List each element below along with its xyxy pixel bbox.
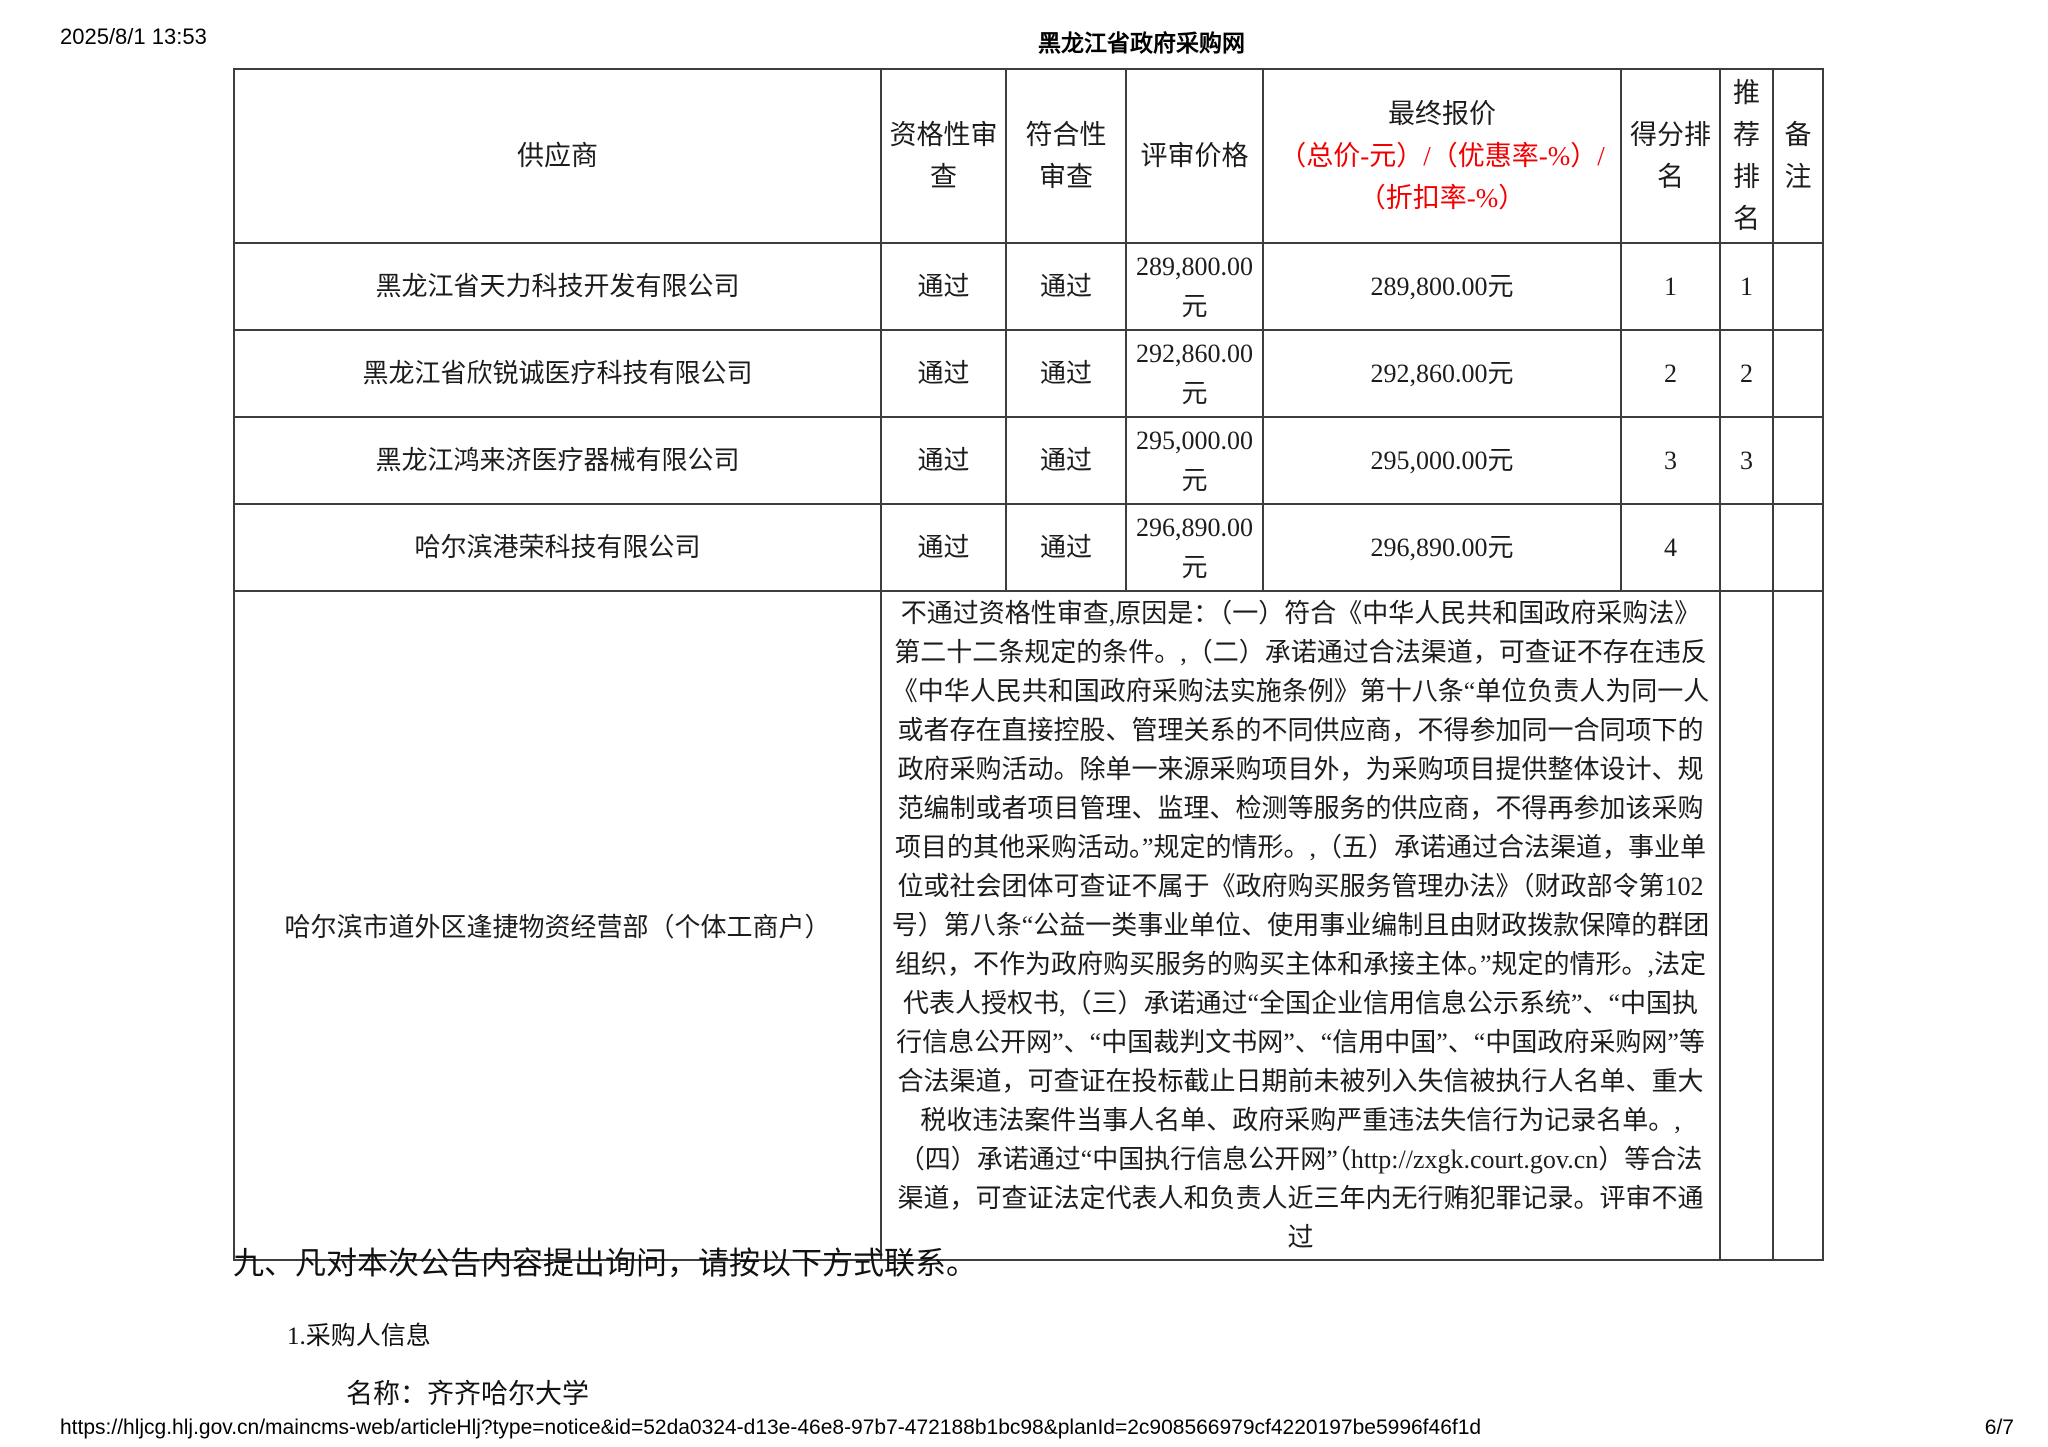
header-final-offer: 最终报价 （总价-元）/（优惠率-%）/（折扣率-%） [1262, 68, 1622, 244]
remark [1772, 503, 1824, 592]
table-row: 黑龙江鸿来济医疗器械有限公司 通过 通过 295,000.00元 295,000… [233, 416, 1824, 505]
qualification-result: 通过 [880, 242, 1007, 331]
review-price: 289,800.00元 [1125, 242, 1264, 331]
header-conformity-review: 符合性审查 [1005, 68, 1127, 244]
header-review-price: 评审价格 [1125, 68, 1264, 244]
supplier-name: 黑龙江鸿来济医疗器械有限公司 [233, 416, 882, 505]
score-rank: 2 [1620, 329, 1721, 418]
print-footer-page-number: 6/7 [1984, 1416, 2014, 1439]
review-price: 296,890.00元 [1125, 503, 1264, 592]
final-offer: 296,890.00元 [1262, 503, 1622, 592]
remark [1772, 329, 1824, 418]
supplier-name: 黑龙江省欣锐诚医疗科技有限公司 [233, 329, 882, 418]
table-row: 黑龙江省天力科技开发有限公司 通过 通过 289,800.00元 289,800… [233, 242, 1824, 331]
qualification-result: 通过 [880, 503, 1007, 592]
header-recommend-rank: 推荐排名 [1719, 68, 1774, 244]
table-row: 哈尔滨港荣科技有限公司 通过 通过 296,890.00元 296,890.00… [233, 503, 1824, 592]
header-final-offer-title: 最终报价 [1388, 99, 1496, 129]
review-price: 295,000.00元 [1125, 416, 1264, 505]
header-remark: 备注 [1772, 68, 1824, 244]
header-final-offer-subtitle: （总价-元）/（优惠率-%）/（折扣率-%） [1279, 141, 1605, 213]
supplier-name: 哈尔滨市道外区逢捷物资经营部（个体工商户） [233, 590, 882, 1261]
score-rank: 1 [1620, 242, 1721, 331]
final-offer: 292,860.00元 [1262, 329, 1622, 418]
recommend-rank [1719, 503, 1774, 592]
review-price: 292,860.00元 [1125, 329, 1264, 418]
rejected-supplier-row: 哈尔滨市道外区逢捷物资经营部（个体工商户） 不通过资格性审查,原因是：（一）符合… [233, 590, 1824, 1261]
qualification-result: 通过 [880, 416, 1007, 505]
qualification-result: 通过 [880, 329, 1007, 418]
conformity-result: 通过 [1005, 242, 1127, 331]
recommend-rank: 1 [1719, 242, 1774, 331]
score-rank: 4 [1620, 503, 1721, 592]
remark [1772, 242, 1824, 331]
final-offer: 289,800.00元 [1262, 242, 1622, 331]
print-footer-url: https://hljcg.hlj.gov.cn/maincms-web/art… [60, 1416, 1482, 1439]
table-row: 黑龙江省欣锐诚医疗科技有限公司 通过 通过 292,860.00元 292,86… [233, 329, 1824, 418]
final-offer: 295,000.00元 [1262, 416, 1622, 505]
conformity-result: 通过 [1005, 416, 1127, 505]
conformity-result: 通过 [1005, 329, 1127, 418]
print-datetime: 2025/8/1 13:53 [60, 24, 207, 49]
score-rank: 3 [1620, 416, 1721, 505]
supplier-name: 哈尔滨港荣科技有限公司 [233, 503, 882, 592]
site-title: 黑龙江省政府采购网 [1038, 30, 1245, 56]
header-qualification-review: 资格性审查 [880, 68, 1007, 244]
header-supplier: 供应商 [233, 68, 882, 244]
remark [1772, 590, 1824, 1261]
recommend-rank [1719, 590, 1774, 1261]
recommend-rank: 2 [1719, 329, 1774, 418]
purchaser-name-line: 名称：齐齐哈尔大学 [346, 1379, 589, 1409]
table-header-row: 供应商 资格性审查 符合性审查 评审价格 最终报价 （总价-元）/（优惠率-%）… [233, 68, 1824, 244]
header-score-rank: 得分排名 [1620, 68, 1721, 244]
contact-section-heading: 九、凡对本次公告内容提出询问，请按以下方式联系。 [233, 1246, 977, 1281]
purchaser-info-label: 1.采购人信息 [287, 1323, 431, 1350]
rejection-reason: 不通过资格性审查,原因是：（一）符合《中华人民共和国政府采购法》第二十二条规定的… [880, 590, 1721, 1261]
remark [1772, 416, 1824, 505]
conformity-result: 通过 [1005, 503, 1127, 592]
evaluation-results-table: 供应商 资格性审查 符合性审查 评审价格 最终报价 （总价-元）/（优惠率-%）… [233, 68, 1824, 1261]
supplier-name: 黑龙江省天力科技开发有限公司 [233, 242, 882, 331]
recommend-rank: 3 [1719, 416, 1774, 505]
